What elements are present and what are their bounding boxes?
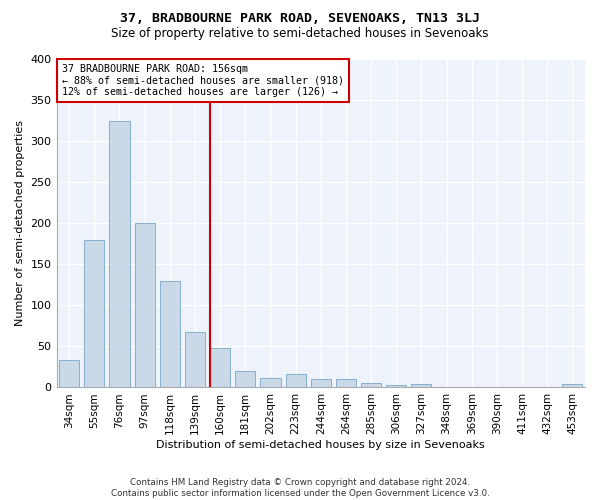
Bar	[235, 371, 256, 388]
Bar	[109, 120, 130, 388]
Bar	[386, 385, 406, 388]
Bar	[210, 348, 230, 388]
Bar	[84, 240, 104, 388]
Bar	[311, 379, 331, 388]
Bar	[336, 379, 356, 388]
Bar	[487, 386, 507, 388]
X-axis label: Distribution of semi-detached houses by size in Sevenoaks: Distribution of semi-detached houses by …	[157, 440, 485, 450]
Bar	[562, 384, 583, 388]
Bar	[59, 360, 79, 388]
Bar	[461, 386, 482, 388]
Bar	[412, 384, 431, 388]
Bar	[286, 374, 305, 388]
Text: Contains HM Land Registry data © Crown copyright and database right 2024.
Contai: Contains HM Land Registry data © Crown c…	[110, 478, 490, 498]
Bar	[160, 280, 180, 388]
Bar	[185, 332, 205, 388]
Text: Size of property relative to semi-detached houses in Sevenoaks: Size of property relative to semi-detach…	[111, 28, 489, 40]
Bar	[260, 378, 281, 388]
Y-axis label: Number of semi-detached properties: Number of semi-detached properties	[15, 120, 25, 326]
Bar	[361, 384, 381, 388]
Text: 37, BRADBOURNE PARK ROAD, SEVENOAKS, TN13 3LJ: 37, BRADBOURNE PARK ROAD, SEVENOAKS, TN1…	[120, 12, 480, 24]
Bar	[134, 223, 155, 388]
Text: 37 BRADBOURNE PARK ROAD: 156sqm
← 88% of semi-detached houses are smaller (918)
: 37 BRADBOURNE PARK ROAD: 156sqm ← 88% of…	[62, 64, 344, 97]
